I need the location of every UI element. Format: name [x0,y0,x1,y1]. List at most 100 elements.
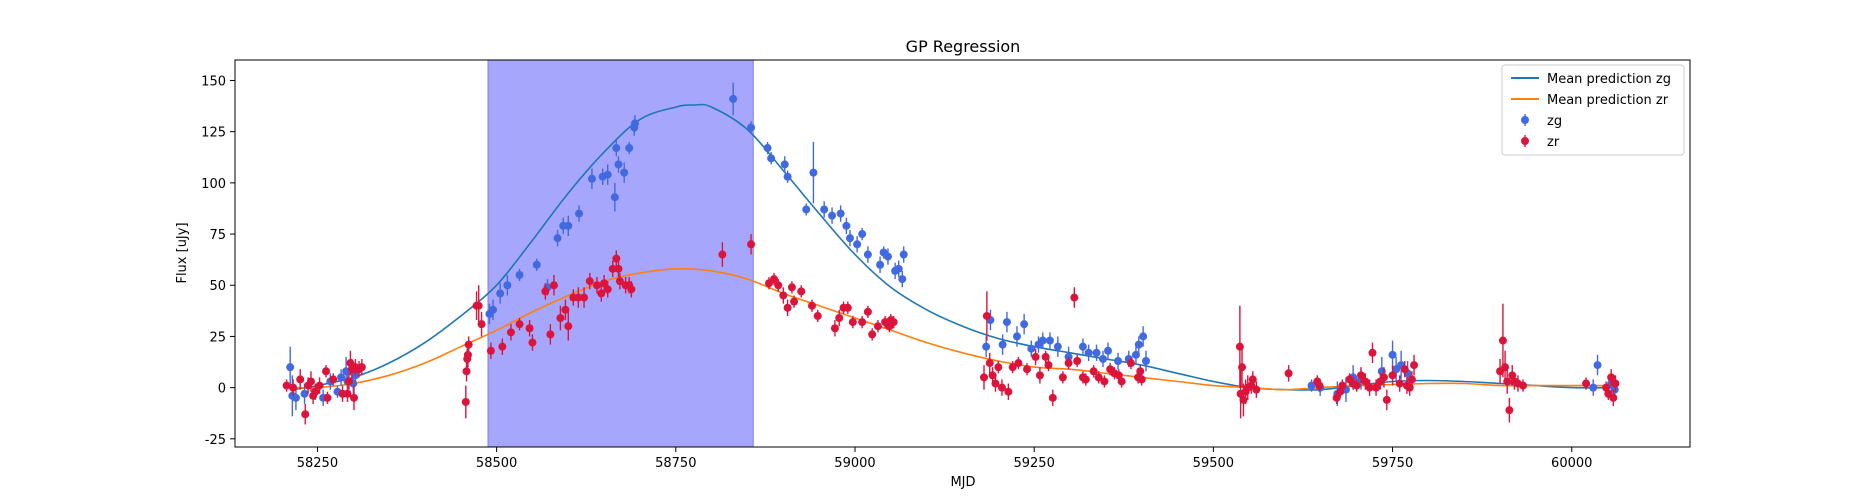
data-point-zr [1607,369,1616,386]
data-point-zr [1609,389,1618,407]
marker [858,318,867,327]
marker [1038,336,1047,345]
marker [783,303,792,312]
data-point-zr [1048,389,1057,407]
data-point-zr [1064,356,1073,370]
marker [1252,385,1261,394]
marker [997,383,1006,392]
data-point-zr [549,275,558,296]
data-point-zr [1081,373,1090,386]
data-point-zr [323,391,332,404]
marker [843,303,852,312]
data-point-zr [1365,379,1374,396]
marker [461,397,470,406]
legend-label: zr [1547,135,1560,150]
data-point-zg [1045,332,1054,349]
marker [883,252,892,261]
data-point-zr [574,287,583,308]
marker [779,291,788,300]
data-point-zg [1002,311,1011,333]
marker [553,234,562,243]
data-point-zg [620,162,629,183]
marker [1100,377,1109,386]
series-zr [282,234,1620,425]
marker [603,170,612,179]
data-point-zg [1020,313,1029,335]
data-point-zg [564,215,573,237]
data-point-zr [1395,375,1404,392]
marker [301,410,310,419]
data-point-zr [1284,365,1293,382]
data-point-zr [1070,287,1079,308]
data-point-zr [329,373,338,386]
marker [1126,359,1135,368]
data-point-zr [592,277,601,294]
marker [1352,381,1361,390]
legend: Mean prediction zg Mean prediction zr zg zr [1501,64,1685,156]
marker [1248,375,1257,384]
marker [853,240,862,249]
marker [1045,336,1054,345]
data-point-zr [1382,389,1391,411]
data-point-zg [1139,326,1148,347]
marker [1027,344,1036,353]
data-point-zg [883,248,892,265]
marker [546,330,555,339]
data-point-zr [1332,391,1341,404]
data-point-zr [525,320,534,337]
data-point-zr [612,250,621,267]
marker [868,330,877,339]
data-point-zr [1035,367,1044,384]
data-point-zg [1092,344,1101,361]
marker [830,324,839,333]
marker [585,277,594,286]
data-point-zr [863,305,872,318]
data-point-zg [898,270,907,288]
data-point-zr [546,324,555,345]
marker [1035,371,1044,380]
marker [610,193,619,202]
marker [1048,393,1057,402]
marker [564,221,573,230]
data-point-zg [489,299,498,321]
data-point-zg [899,246,908,263]
data-point-zg [286,346,295,388]
marker [1388,350,1397,359]
data-point-zg [802,203,811,216]
data-point-zr [1505,397,1514,423]
y-tick-label: 125 [201,126,226,141]
plot-frame [234,59,1691,448]
data-point-zr [1400,361,1409,378]
marker [718,250,727,259]
marker [898,275,907,284]
data-point-zr [296,369,305,390]
data-point-zr [1041,350,1050,364]
data-point-zr [779,287,788,304]
marker [982,342,991,351]
data-point-zr [813,309,822,323]
marker [845,234,854,243]
data-point-zg [503,275,512,296]
marker [1098,354,1107,363]
marker [561,305,570,314]
marker [600,279,609,288]
marker [899,250,908,259]
marker [1002,318,1011,327]
marker [1094,373,1103,382]
marker [592,281,601,290]
data-point-zr [1238,346,1247,388]
data-point-zg [1131,346,1140,364]
marker [1388,371,1397,380]
legend-label: zg [1547,114,1562,129]
data-point-zr [718,242,727,267]
marker [1361,377,1370,386]
data-point-zr [982,291,991,341]
data-point-zr [1023,363,1032,376]
marker [1501,363,1510,372]
marker [1407,375,1416,384]
data-point-zr [858,315,867,329]
data-point-zg [610,182,619,212]
marker [1014,359,1023,368]
marker [1410,361,1419,370]
data-point-zr [306,371,315,392]
